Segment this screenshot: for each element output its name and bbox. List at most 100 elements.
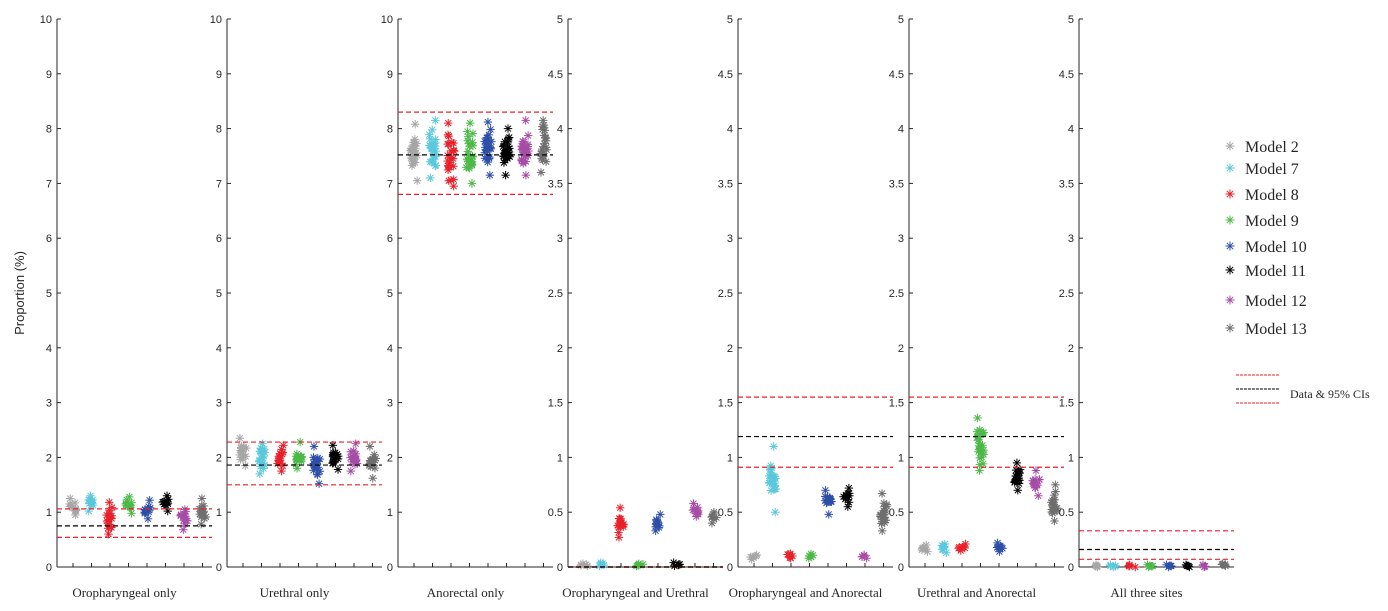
- marker: [333, 465, 343, 474]
- marker: [163, 497, 172, 507]
- model-model-7-markers: [764, 442, 781, 517]
- model-model-11-markers: [1181, 560, 1194, 572]
- legend-marker: [1225, 241, 1235, 251]
- marker: [877, 526, 887, 536]
- model-model-9-markers: [1143, 560, 1157, 572]
- model-model-9-markers: [632, 559, 648, 571]
- model-model-10-markers: [480, 117, 496, 180]
- y-tick-label: 4: [1068, 124, 1074, 136]
- marker: [329, 458, 338, 467]
- y-tick-label: 2: [727, 343, 733, 355]
- y-tick-label: 0.5: [548, 507, 563, 519]
- panel-6: 0 0.5 1 1.5 2 2.5 3 3.5 4 4.5 5 Urethral and Anorec…: [889, 14, 1064, 600]
- marker: [708, 512, 717, 521]
- marker: [994, 543, 1004, 552]
- legend-marker: [1225, 189, 1235, 199]
- model-model-8-markers: [1124, 560, 1140, 572]
- y-tick-label: 4.5: [1059, 69, 1074, 81]
- y-tick-label: 10: [210, 14, 222, 26]
- marker: [536, 149, 545, 158]
- y-tick-label: 3: [727, 233, 733, 245]
- marker: [633, 560, 643, 570]
- marker: [975, 466, 984, 475]
- y-tick-label: 3: [387, 398, 393, 410]
- marker: [179, 525, 188, 534]
- marker: [236, 443, 246, 452]
- marker: [1031, 466, 1041, 475]
- marker: [176, 510, 186, 519]
- marker: [255, 469, 265, 479]
- marker: [500, 149, 509, 158]
- marker: [482, 146, 492, 155]
- legend-marker: [1225, 323, 1235, 333]
- y-tick-label: 2.5: [889, 288, 904, 300]
- panel-title: All three sites: [1110, 585, 1182, 600]
- marker: [599, 560, 609, 570]
- marker: [978, 428, 987, 438]
- y-tick-label: 1: [727, 452, 733, 464]
- model-model-12-markers: [176, 505, 192, 534]
- y-tick-label: 3.5: [718, 178, 733, 190]
- marker: [784, 550, 794, 559]
- panel-title: Urethral and Anorectal: [917, 585, 1037, 600]
- marker: [449, 138, 458, 148]
- marker: [921, 544, 930, 554]
- marker: [107, 503, 117, 512]
- marker: [541, 157, 551, 166]
- marker: [766, 486, 776, 495]
- marker: [1013, 486, 1022, 495]
- model-model-12-markers: [1198, 560, 1210, 572]
- legend-item: Model 2: [1225, 139, 1299, 156]
- marker: [769, 442, 778, 451]
- marker: [315, 467, 325, 476]
- marker: [410, 120, 420, 129]
- marker: [314, 479, 324, 488]
- y-tick-label: 3: [46, 398, 52, 410]
- marker: [521, 116, 530, 125]
- y-tick-label: 0: [1068, 562, 1074, 574]
- y-tick-label: 0: [387, 562, 393, 574]
- marker: [501, 170, 510, 180]
- marker: [466, 155, 475, 165]
- model-model-7-markers: [425, 116, 441, 183]
- legend-marker: [1225, 163, 1235, 173]
- marker: [467, 179, 477, 188]
- legend-item: Model 7: [1225, 161, 1299, 178]
- marker: [464, 139, 474, 148]
- marker: [462, 155, 472, 164]
- panel-4: 0 0.5 1 1.5 2 2.5 3 3.5 4 4.5 5 Oropharyngeal and U…: [548, 14, 723, 600]
- marker: [1200, 562, 1210, 571]
- panel-1: 0 1 2 3 4 5 6 7 8 9 10 Oropharyngeal only: [40, 14, 212, 600]
- marker: [105, 522, 115, 532]
- marker: [542, 145, 551, 154]
- legend: Model 2 Model 7 Model 8 Model 9 Model 10 Mode…: [1225, 139, 1370, 404]
- marker: [539, 120, 549, 130]
- y-tick-label: 9: [216, 69, 222, 81]
- marker: [443, 151, 452, 160]
- marker: [198, 508, 208, 517]
- panel-title: Urethral only: [260, 585, 330, 600]
- y-tick-label: 3.5: [1059, 178, 1074, 190]
- marker: [879, 510, 889, 520]
- panel-5: 0 0.5 1 1.5 2 2.5 3 3.5 4 4.5 5 Oropharyngeal and A…: [718, 14, 893, 600]
- model-model-13-markers: [707, 508, 721, 528]
- legend-label: Model 8: [1245, 187, 1299, 204]
- marker: [768, 480, 778, 489]
- marker: [444, 132, 453, 141]
- y-tick-label: 8: [387, 124, 393, 136]
- panel-title: Oropharyngeal and Anorectal: [729, 585, 883, 600]
- y-tick-label: 2: [46, 452, 52, 464]
- marker: [162, 501, 171, 510]
- model-model-8-markers: [102, 498, 117, 539]
- y-tick-label: 2: [387, 452, 393, 464]
- model-model-7-markers: [84, 491, 98, 516]
- marker: [465, 118, 475, 128]
- y-tick-label: 0.5: [889, 507, 904, 519]
- marker: [1011, 471, 1020, 481]
- marker: [122, 495, 131, 505]
- y-tick-label: 1: [46, 507, 52, 519]
- legend-reference-label: Data & 95% CIs: [1290, 387, 1370, 401]
- marker: [940, 542, 949, 551]
- marker: [1015, 468, 1024, 478]
